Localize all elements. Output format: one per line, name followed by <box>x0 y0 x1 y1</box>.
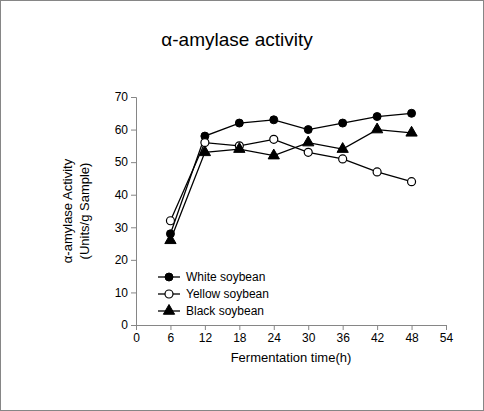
y-tick: 40 <box>115 188 136 202</box>
series-marker <box>373 168 381 176</box>
y-tick-label: 10 <box>115 286 129 300</box>
x-tick: 42 <box>371 325 385 345</box>
x-tick: 24 <box>268 325 282 345</box>
x-tick-label: 48 <box>405 331 419 345</box>
series-line <box>170 113 411 234</box>
series-marker <box>235 119 243 127</box>
y-tick-mark <box>131 130 136 131</box>
series-marker <box>406 126 417 136</box>
x-axis: 0 6 12 18 24 30 36 42 48 54 <box>133 325 453 345</box>
plot-area <box>165 109 417 243</box>
y-axis-line <box>131 98 137 326</box>
y-tick-mark <box>131 195 136 196</box>
series-line <box>170 139 411 220</box>
legend-item: Black soybean <box>158 304 264 318</box>
x-tick-mark <box>412 325 413 330</box>
series-marker <box>337 143 348 153</box>
series-marker <box>408 178 416 186</box>
series-marker <box>166 217 174 225</box>
legend-item: Yellow soybean <box>158 287 269 301</box>
x-axis-line <box>137 326 447 331</box>
series-marker <box>304 126 312 134</box>
y-tick: 30 <box>115 221 136 235</box>
x-tick: 36 <box>336 325 350 345</box>
legend-label: White soybean <box>186 270 265 284</box>
x-tick-mark <box>308 325 309 330</box>
x-tick-mark <box>446 325 447 330</box>
series-marker <box>339 155 347 163</box>
y-tick-label: 20 <box>115 253 129 267</box>
x-tick: 12 <box>199 325 213 345</box>
x-tick-mark <box>205 325 206 330</box>
series-marker <box>304 148 312 156</box>
x-tick-mark <box>274 325 275 330</box>
y-tick-mark <box>131 292 136 293</box>
x-tick-label: 36 <box>336 331 350 345</box>
y-tick-mark <box>131 325 136 326</box>
y-tick-label: 30 <box>115 221 129 235</box>
x-tick-label: 18 <box>233 331 247 345</box>
y-axis-title: α-amylase Activity <box>60 158 75 263</box>
legend-label: Yellow soybean <box>186 287 269 301</box>
legend-marker <box>165 273 173 281</box>
y-tick-label: 70 <box>115 90 129 104</box>
chart: α-amylase activity 0 6 12 18 24 30 36 42 48 54 0 10 2… <box>0 0 484 411</box>
series-marker <box>303 136 314 146</box>
x-tick: 18 <box>233 325 247 345</box>
x-tick-label: 12 <box>199 331 213 345</box>
x-tick: 0 <box>133 325 140 345</box>
x-tick: 6 <box>168 325 175 345</box>
legend-label: Black soybean <box>186 304 264 318</box>
x-tick-label: 42 <box>371 331 385 345</box>
x-tick: 48 <box>405 325 419 345</box>
series-line <box>170 130 411 241</box>
y-tick: 50 <box>115 155 136 169</box>
y-tick: 0 <box>121 318 136 332</box>
x-tick-label: 6 <box>168 331 175 345</box>
y-tick-label: 50 <box>115 155 129 169</box>
series-marker <box>165 234 176 244</box>
x-tick-mark <box>377 325 378 330</box>
y-axis: 0 10 20 30 40 50 60 70 <box>115 90 137 332</box>
legend-marker <box>165 290 173 298</box>
x-tick: 54 <box>440 325 454 345</box>
x-tick-mark <box>343 325 344 330</box>
title: α-amylase activity <box>161 29 313 50</box>
x-tick-label: 30 <box>302 331 316 345</box>
series-marker <box>268 149 279 159</box>
legend-marker <box>163 304 174 314</box>
x-tick-label: 0 <box>133 331 140 345</box>
series-marker <box>408 109 416 117</box>
legend-item: White soybean <box>158 270 265 284</box>
y-tick: 60 <box>115 123 136 137</box>
series-marker <box>373 113 381 121</box>
x-axis-title: Fermentation time(h) <box>231 350 352 365</box>
legend: White soybean Yellow soybean Black soybean <box>158 270 269 318</box>
x-tick-mark <box>239 325 240 330</box>
y-tick-mark <box>131 227 136 228</box>
y-tick: 70 <box>115 90 136 104</box>
series-marker <box>270 116 278 124</box>
x-tick-label: 24 <box>268 331 282 345</box>
y-tick-label: 60 <box>115 123 129 137</box>
x-tick-label: 54 <box>440 331 454 345</box>
y-tick-label: 0 <box>121 318 128 332</box>
y-tick: 20 <box>115 253 136 267</box>
chart-border <box>1 1 484 411</box>
x-tick-mark <box>170 325 171 330</box>
y-tick-mark <box>131 260 136 261</box>
y-tick-label: 40 <box>115 188 129 202</box>
series-marker <box>234 143 245 153</box>
series-marker <box>371 123 382 133</box>
series-marker <box>339 119 347 127</box>
y-tick-mark <box>131 97 136 98</box>
x-tick: 30 <box>302 325 316 345</box>
y-tick-mark <box>131 162 136 163</box>
series-marker <box>199 146 210 156</box>
series-marker <box>270 135 278 143</box>
y-axis-title: (Units/g Sample) <box>77 163 92 260</box>
y-tick: 10 <box>115 286 136 300</box>
